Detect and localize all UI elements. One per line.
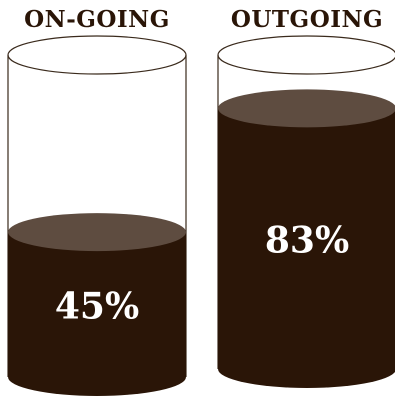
cylinder-rim-2 [217, 35, 395, 75]
bar-fill-1 [8, 232, 186, 396]
bar-surface-2 [218, 89, 395, 128]
bar-surface-1 [8, 213, 186, 252]
value-label-1: 45% [55, 286, 139, 328]
bar-fill-2 [218, 108, 395, 388]
category-label-1: ON-GOING [24, 6, 170, 33]
value-label-2: 83% [265, 220, 349, 262]
category-label-2: OUTGOING [231, 6, 383, 33]
cylinder-rim-1 [7, 35, 187, 75]
